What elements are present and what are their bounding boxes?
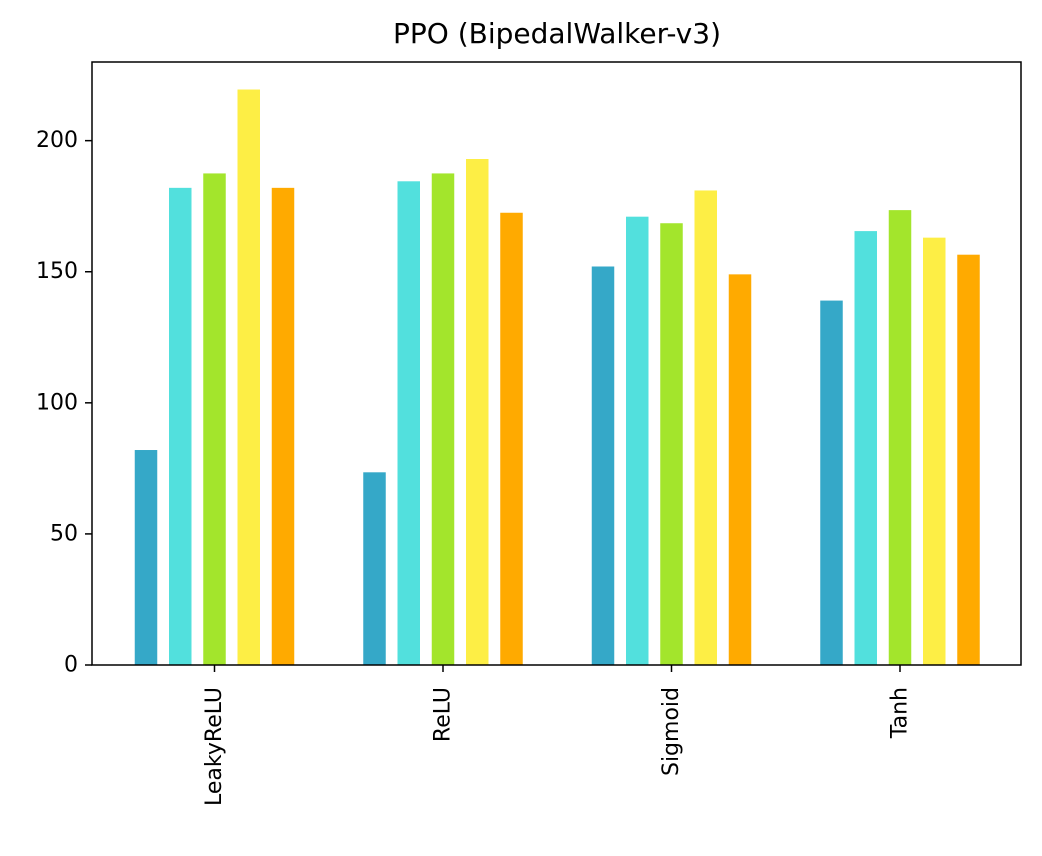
bar-sigmoid-1 xyxy=(591,266,615,665)
bar-leakyrelu-5 xyxy=(271,187,295,665)
x-tick-label: Tanh xyxy=(888,687,913,739)
bar-leakyrelu-2 xyxy=(169,187,192,665)
bar-tanh-1 xyxy=(820,300,843,665)
y-tick-label: 0 xyxy=(64,653,78,678)
bar-relu-5 xyxy=(500,212,523,665)
x-axis: LeakyReLU ReLU Sigmoid Tanh xyxy=(202,665,913,806)
x-tick-label: Sigmoid xyxy=(659,687,684,776)
bar-tanh-2 xyxy=(854,231,877,665)
bar-relu-4 xyxy=(466,159,489,666)
bars-group xyxy=(134,89,980,666)
y-axis: 0 50 100 150 200 xyxy=(36,128,92,678)
x-tick-label: LeakyReLU xyxy=(202,687,227,806)
bar-leakyrelu-4 xyxy=(237,89,260,665)
bar-relu-1 xyxy=(363,472,386,665)
bar-sigmoid-3 xyxy=(660,223,683,666)
y-tick-label: 200 xyxy=(36,128,78,153)
bar-tanh-4 xyxy=(923,237,946,665)
bar-relu-2 xyxy=(397,181,420,665)
x-tick-label: ReLU xyxy=(431,687,456,742)
y-tick-label: 100 xyxy=(36,390,78,415)
bar-tanh-5 xyxy=(957,254,980,666)
bar-relu-3 xyxy=(431,173,455,665)
bar-tanh-3 xyxy=(888,210,912,665)
bar-leakyrelu-3 xyxy=(203,173,226,665)
bar-leakyrelu-1 xyxy=(134,450,158,665)
chart-title: PPO (BipedalWalker-v3) xyxy=(393,17,721,50)
y-tick-label: 150 xyxy=(36,259,78,284)
bar-sigmoid-4 xyxy=(694,190,717,665)
plot-frame xyxy=(91,61,1022,666)
bar-sigmoid-2 xyxy=(626,216,649,665)
y-tick-label: 50 xyxy=(50,521,78,546)
bar-sigmoid-5 xyxy=(728,274,752,665)
